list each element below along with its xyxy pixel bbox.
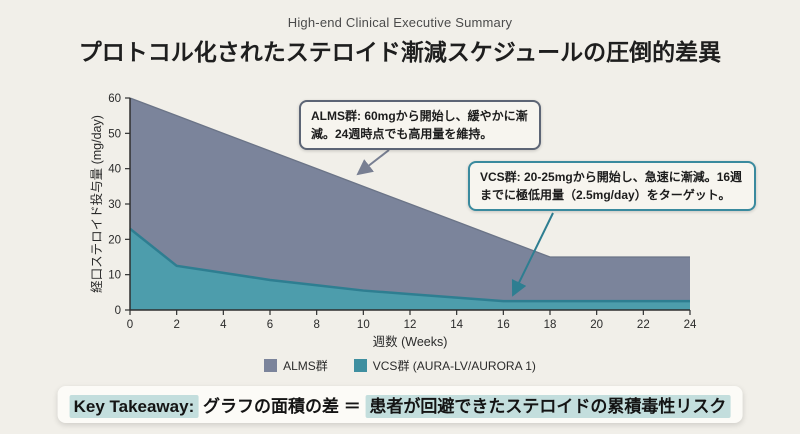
alms-annotation-arrow [356,149,390,176]
y-tick-label: 0 [115,305,121,317]
y-tick-label: 60 [108,93,121,105]
x-tick-label: 14 [450,319,463,331]
legend-item-alms: ALMS群 [264,357,328,374]
y-tick-label: 50 [108,128,121,140]
x-tick-label: 22 [637,319,650,331]
vcs-annotation-arrow [511,212,554,297]
y-tick-label: 10 [108,270,121,282]
x-tick-label: 6 [267,319,273,331]
key-takeaway-bar: Key Takeaway: グラフの面積の差 ＝ 患者が回避できたステロイドの累… [57,386,743,423]
x-axis-label: 週数 (Weeks) [373,334,448,349]
vcs-annotation-box: VCS群: 20-25mgから開始し、急速に漸減。16週までに極低用量（2.5m… [468,161,756,211]
legend-item-vcs: VCS群 (AURA-LV/AURORA 1) [353,357,536,374]
line-series-vcs [129,227,690,303]
x-tick-label: 4 [220,319,227,331]
x-tick-label: 0 [127,319,133,331]
x-tick-label: 12 [404,319,417,331]
legend-label-vcs: VCS群 (AURA-LV/AURORA 1) [372,359,536,373]
x-tick-label: 24 [684,319,697,331]
takeaway-highlight: 患者が回避できたステロイドの累積毒性リスク [365,395,731,418]
y-tick-label: 20 [108,234,121,246]
area-series-vcs [130,228,690,310]
x-tick-label: 20 [590,319,603,331]
y-tick-label: 40 [108,164,121,176]
x-tick-label: 18 [544,319,557,331]
y-axis-label: 経口ステロイド投与量 (mg/day) [89,115,104,293]
vcs-swatch-icon [353,359,367,372]
x-tick-label: 2 [173,319,179,331]
legend-label-alms: ALMS群 [283,359,328,373]
chart-legend: ALMS群 VCS群 (AURA-LV/AURORA 1) [0,357,800,374]
y-tick-label: 30 [108,199,121,211]
x-tick-label: 8 [313,319,319,331]
takeaway-prefix: Key Takeaway: [69,395,199,418]
alms-annotation-box: ALMS群: 60mgから開始し、緩やかに漸減。24週時点でも高用量を維持。 [299,100,541,150]
eyebrow-subtitle: High-end Clinical Executive Summary [287,15,513,30]
alms-swatch-icon [264,359,278,372]
page-title: プロトコル化されたステロイド漸減スケジュールの圧倒的差異 [78,39,722,65]
x-tick-label: 10 [357,319,370,331]
takeaway-middle: グラフの面積の差 ＝ [198,397,366,416]
x-tick-label: 16 [497,319,510,331]
